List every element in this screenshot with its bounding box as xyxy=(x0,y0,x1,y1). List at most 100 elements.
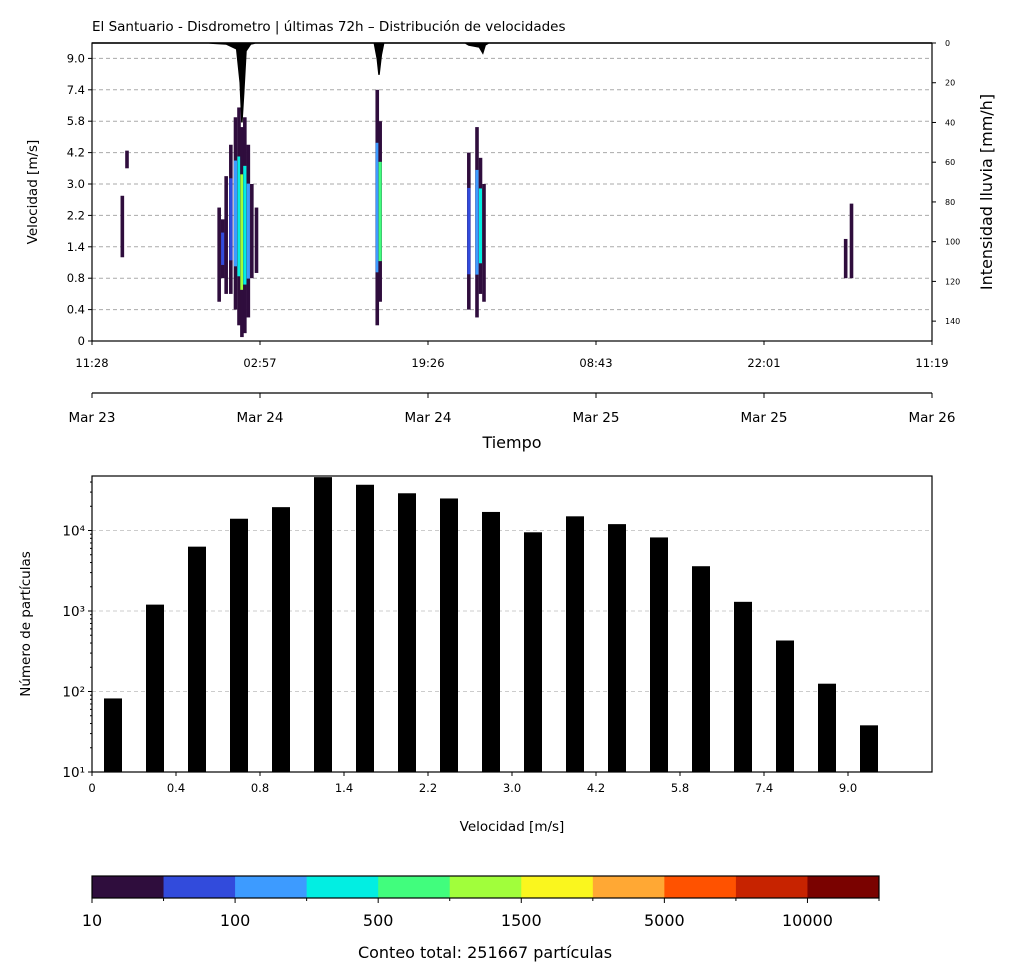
x-date-tick-label: Mar 24 xyxy=(405,410,452,426)
bar xyxy=(566,516,584,772)
bar xyxy=(314,477,332,772)
y-right-tick-label: 60 xyxy=(945,158,955,167)
y-tick-label: 0.8 xyxy=(67,271,85,285)
heatmap-cell-core xyxy=(221,232,225,265)
heatmap-cell-core xyxy=(246,183,250,279)
y-tick-label: 10³ xyxy=(62,604,85,620)
colorbar-segment xyxy=(664,876,737,898)
bar-grid xyxy=(92,530,932,692)
heatmap-cell xyxy=(217,207,221,302)
y-tick-label: 10¹ xyxy=(62,765,85,781)
colorbar-segment xyxy=(163,876,236,898)
x-tick-label: 2.2 xyxy=(419,781,437,795)
heatmap-ylabel-right: Intensidad lluvia [mm/h] xyxy=(977,94,996,290)
x-tick-label: 0.8 xyxy=(251,781,269,795)
bar-series xyxy=(104,477,878,772)
y-tick-label: 10⁴ xyxy=(62,524,85,540)
y-right-tick-label: 100 xyxy=(945,238,960,247)
x-tick-label: 9.0 xyxy=(839,781,857,795)
y-tick-label: 0.4 xyxy=(67,303,85,317)
x-date-tick-label: Mar 23 xyxy=(69,410,116,426)
bar-frame xyxy=(91,475,933,773)
bar xyxy=(356,484,374,772)
heatmap-cell xyxy=(250,184,254,279)
x-date-tick-label: Mar 26 xyxy=(909,410,956,426)
y-right-tick-label: 140 xyxy=(945,317,960,326)
heatmap-cell-core xyxy=(378,161,382,262)
y-tick-label: 9.0 xyxy=(67,51,85,65)
y-right-tick-label: 80 xyxy=(945,198,955,207)
colorbar-segment xyxy=(735,876,808,898)
bar xyxy=(860,725,878,772)
x-date-tick-label: Mar 24 xyxy=(237,410,284,426)
heatmap-title: El Santuario - Disdrometro | últimas 72h… xyxy=(92,19,566,35)
bar xyxy=(188,546,206,772)
y-right-tick-label: 0 xyxy=(945,39,950,48)
heatmap-cell-core xyxy=(240,174,244,290)
x-tick-label: 0.4 xyxy=(167,781,185,795)
rain-intensity-line xyxy=(92,42,932,123)
bar xyxy=(146,604,164,772)
colorbar-segment xyxy=(306,876,379,898)
colorbar-segment xyxy=(235,876,308,898)
heatmap-cell-core xyxy=(243,165,247,285)
bar xyxy=(650,537,668,772)
y-tick-label: 0 xyxy=(78,334,85,348)
y-right-tick-label: 120 xyxy=(945,277,960,286)
x-time-tick-label: 11:28 xyxy=(75,356,108,370)
heatmap-cells xyxy=(120,89,854,338)
heatmap-cell-core xyxy=(229,178,233,261)
bar xyxy=(104,698,122,772)
x-time-tick-label: 22:01 xyxy=(747,356,780,370)
y-right-tick-label: 40 xyxy=(945,118,955,127)
colorbar-tick-label: 100 xyxy=(220,911,251,930)
time-axis-label: Tiempo xyxy=(481,433,541,452)
bar xyxy=(524,532,542,772)
bar-ylabel: Número de partículas xyxy=(18,551,34,697)
bar xyxy=(482,511,500,772)
bar xyxy=(272,507,290,772)
colorbar-tick-label: 10000 xyxy=(782,911,833,930)
heatmap-cell xyxy=(120,195,125,258)
colorbar-tick-label: 5000 xyxy=(644,911,685,930)
y-tick-label: 7.4 xyxy=(67,83,85,97)
bar xyxy=(692,566,710,772)
x-time-tick-label: 11:19 xyxy=(915,356,948,370)
y-tick-label: 10² xyxy=(62,685,85,701)
bar xyxy=(398,493,416,772)
heatmap-ylabel: Velocidad [m/s] xyxy=(25,140,41,245)
x-tick-label: 4.2 xyxy=(587,781,605,795)
x-time-tick-label: 19:26 xyxy=(411,356,444,370)
heatmap-frame xyxy=(91,42,933,342)
heatmap-cell xyxy=(224,176,228,294)
colorbar-tick-label: 1500 xyxy=(501,911,542,930)
colorbar-segment xyxy=(521,876,594,898)
heatmap-axes: 0 0.4 0.8 1.4 2.2 3.0 4.2 5.8 7.4 9.0 0 20 40 60 80 100… xyxy=(67,39,961,426)
y-tick-label: 4.2 xyxy=(67,146,85,160)
bar xyxy=(230,518,248,772)
y-tick-label: 3.0 xyxy=(67,177,85,191)
y-tick-label: 5.8 xyxy=(67,114,85,128)
x-time-tick-label: 08:43 xyxy=(579,356,612,370)
colorbar-segment xyxy=(449,876,522,898)
bar-axes: 10¹ 10² 10³ 10⁴ 0 0.4 0.8 1.4 2.2 3.0 4.2 5.8 7.4 9.0 xyxy=(62,481,857,795)
bar xyxy=(818,683,836,772)
colorbar-segment xyxy=(592,876,665,898)
heatmap-cell-core xyxy=(478,188,483,264)
x-tick-label: 3.0 xyxy=(503,781,521,795)
colorbar-frame xyxy=(91,875,880,899)
heatmap-cell xyxy=(254,207,259,273)
heatmap-cell xyxy=(843,238,848,279)
colorbar-label: Conteo total: 251667 partículas xyxy=(358,943,612,962)
x-tick-label: 5.8 xyxy=(671,781,689,795)
heatmap-cell xyxy=(125,150,129,169)
y-tick-label: 1.4 xyxy=(67,240,85,254)
heatmap-cell xyxy=(482,184,486,302)
colorbar-tick-label: 10 xyxy=(82,911,102,930)
heatmap-cell-core xyxy=(475,169,479,275)
y-tick-label: 2.2 xyxy=(67,208,85,222)
bar-xlabel: Velocidad [m/s] xyxy=(460,819,565,835)
colorbar-segment xyxy=(807,876,880,898)
heatmap-cell-core xyxy=(375,142,379,273)
